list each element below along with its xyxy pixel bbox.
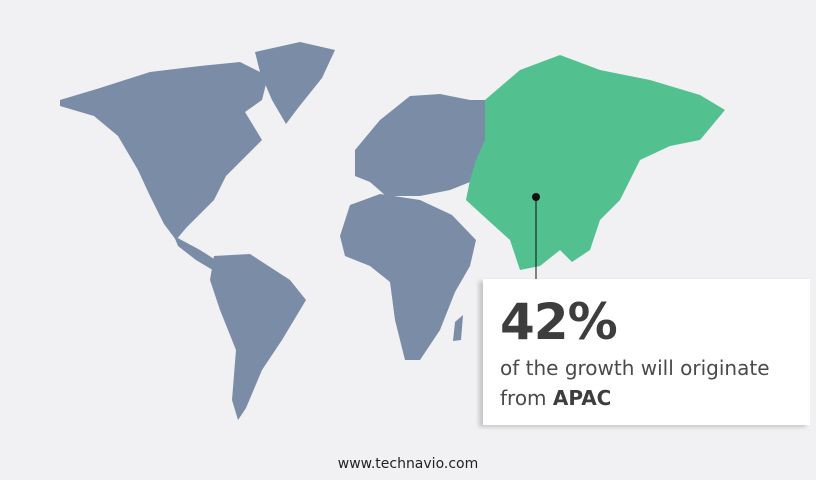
- central-america: [174, 236, 222, 272]
- callout-text: of the growth will originate: [500, 356, 770, 380]
- callout-from: from: [500, 386, 547, 410]
- south-america: [210, 254, 306, 420]
- callout-region: APAC: [552, 386, 612, 410]
- callout-card: 42% of the growth will originate from AP…: [483, 279, 810, 425]
- footer-website: www.technavio.com: [337, 456, 479, 472]
- north-america: [60, 62, 268, 240]
- madagascar: [453, 315, 463, 341]
- africa: [340, 194, 476, 360]
- europe: [355, 94, 490, 196]
- growth-percentage: 42%: [500, 293, 618, 351]
- apac-region: [466, 55, 725, 270]
- callout-description: of the growth will originate from APAC: [500, 353, 770, 413]
- greenland: [255, 42, 335, 124]
- callout-marker: [532, 193, 540, 201]
